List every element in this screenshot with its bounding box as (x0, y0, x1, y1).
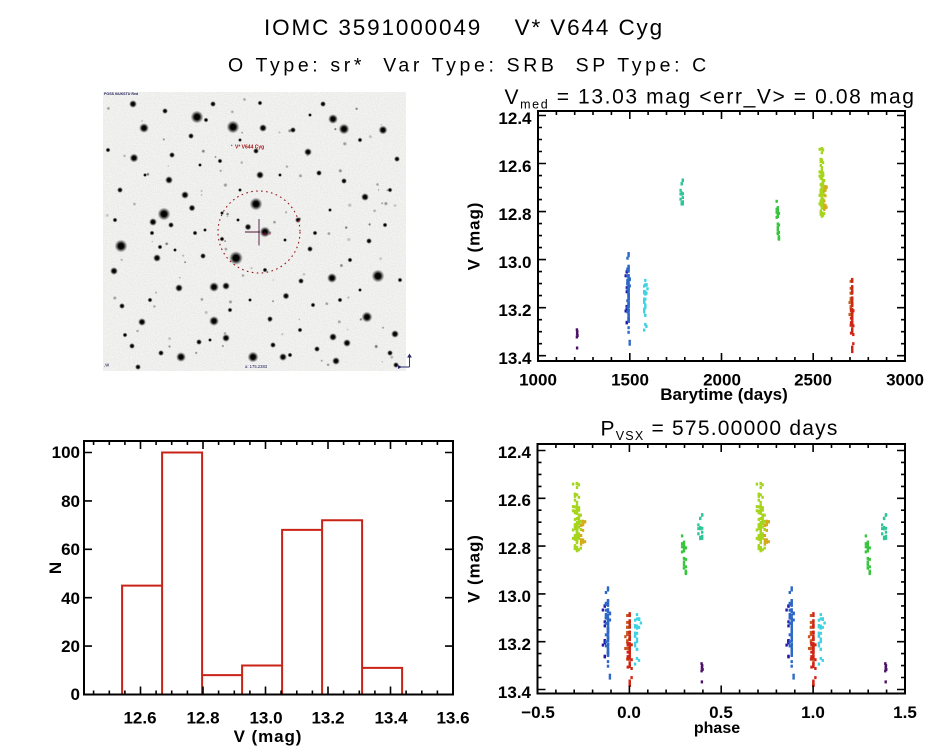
svg-text:13.6: 13.6 (436, 709, 469, 728)
svg-text:Barytime (days): Barytime (days) (660, 385, 788, 404)
svg-text:12.6: 12.6 (498, 491, 531, 510)
svg-text:1.5: 1.5 (893, 703, 917, 722)
svg-text:POSS II/UKSTU Red: POSS II/UKSTU Red (104, 92, 138, 96)
svg-text:1500: 1500 (611, 371, 649, 390)
svg-text:12.4: 12.4 (498, 109, 532, 128)
svg-text:20: 20 (61, 637, 80, 656)
svg-text:60: 60 (61, 540, 80, 559)
svg-text:13.4: 13.4 (498, 683, 532, 702)
svg-text:1.0: 1.0 (801, 703, 825, 722)
svg-text:−0.5: −0.5 (521, 703, 555, 722)
svg-text:0.0: 0.0 (617, 703, 641, 722)
svg-text:13.4: 13.4 (374, 709, 408, 728)
svg-text:13.2: 13.2 (498, 301, 531, 320)
svg-text:V (mag): V (mag) (234, 727, 303, 746)
svg-text:v644: v644 (262, 231, 271, 236)
svg-text:13.2: 13.2 (498, 635, 531, 654)
svg-text:phase: phase (694, 720, 740, 737)
svg-text:12.8: 12.8 (186, 709, 219, 728)
svg-text:12.6: 12.6 (498, 157, 531, 176)
svg-text:V (mag): V (mag) (465, 202, 484, 271)
svg-text:a: 175.2383: a: 175.2383 (245, 364, 268, 369)
svg-text:1000: 1000 (519, 371, 557, 390)
svg-text:100: 100 (52, 443, 80, 462)
svg-text:3000: 3000 (886, 371, 924, 390)
svg-text:,W: ,W (104, 363, 109, 368)
svg-text:13.0: 13.0 (498, 253, 531, 272)
svg-text:13.2: 13.2 (311, 709, 344, 728)
svg-text:2000: 2000 (703, 371, 741, 390)
svg-text:PVSX = 575.00000 days: PVSX = 575.00000 days (601, 417, 839, 443)
svg-text:13.0: 13.0 (249, 709, 282, 728)
svg-text:Vmed = 13.03 mag <err_V> = 0.0: Vmed = 13.03 mag <err_V> = 0.08 mag (505, 86, 916, 112)
svg-text:V (mag): V (mag) (465, 534, 484, 603)
svg-text:12.6: 12.6 (123, 709, 156, 728)
svg-text:IOMC 3591000049 V* V644 Cyg: IOMC 3591000049 V* V644 Cyg (264, 15, 664, 40)
svg-text:2500: 2500 (794, 371, 832, 390)
svg-text:12.8: 12.8 (498, 205, 531, 224)
svg-text:12.4: 12.4 (498, 443, 532, 462)
svg-text:N: N (46, 562, 65, 574)
svg-text:12.8: 12.8 (498, 539, 531, 558)
svg-text:O Type: sr* Var Type: SRB SP: O Type: sr* Var Type: SRB SP Type: C (228, 55, 710, 77)
svg-text:0.5: 0.5 (709, 703, 733, 722)
svg-text:13.0: 13.0 (498, 587, 531, 606)
svg-text:40: 40 (61, 589, 80, 608)
svg-text:13.4: 13.4 (498, 349, 532, 368)
svg-text:0: 0 (71, 685, 80, 704)
svg-text:80: 80 (61, 492, 80, 511)
svg-text:V* V644 Cyg: V* V644 Cyg (235, 145, 264, 151)
